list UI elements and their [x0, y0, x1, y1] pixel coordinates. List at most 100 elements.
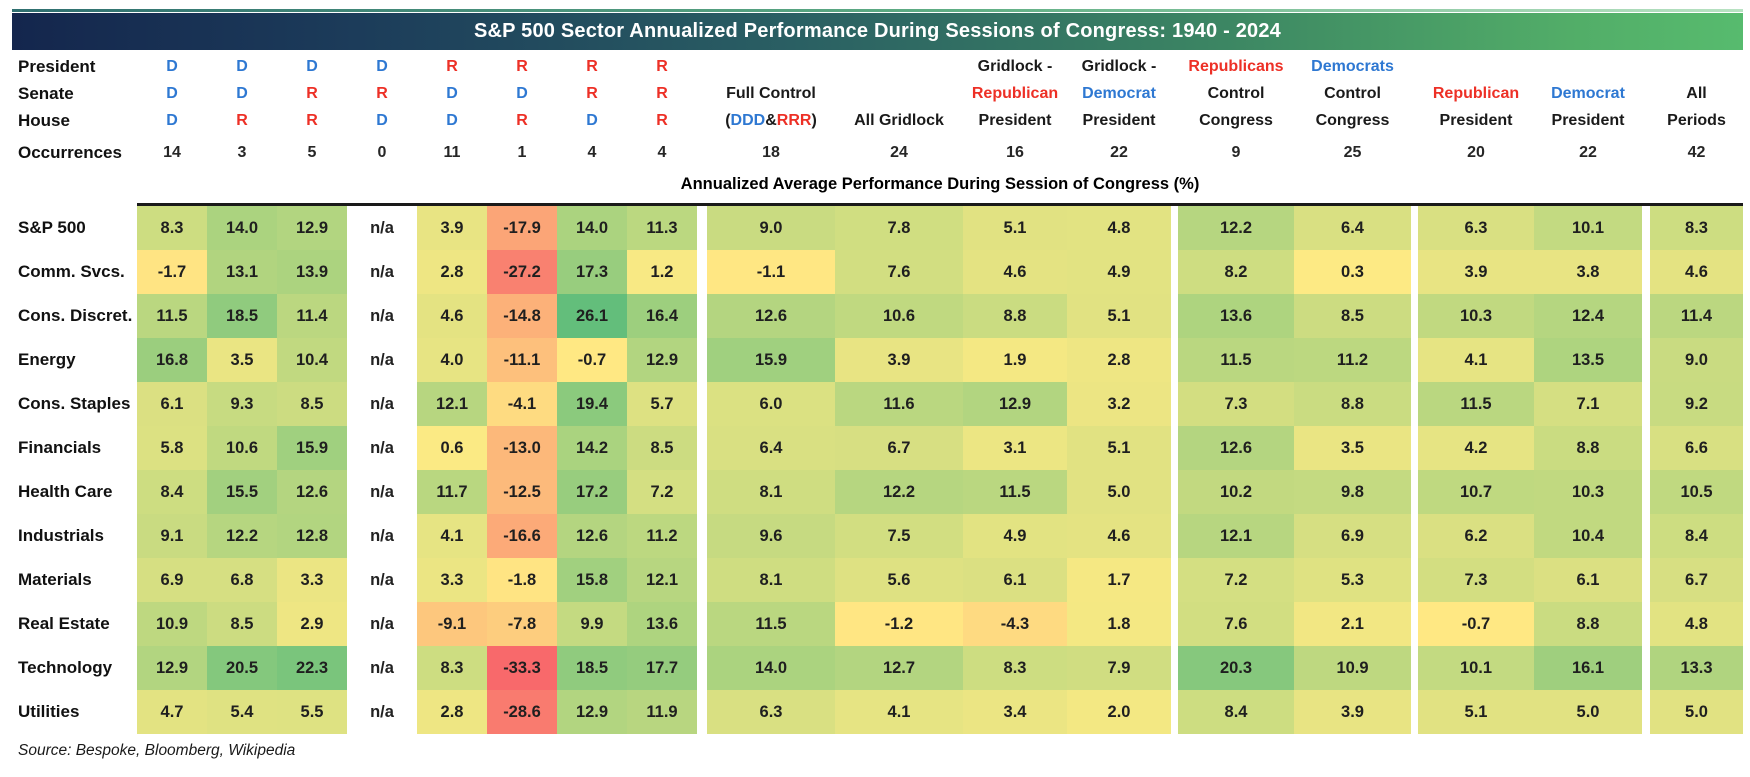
perf-cell-democrats-control-congress: 6.9 — [1294, 514, 1411, 558]
perf-cell-R-D-D: 4.6 — [417, 294, 487, 338]
perf-cell-gridlock-democrat-president: 2.8 — [1067, 338, 1171, 382]
perf-cell-all-periods: 6.6 — [1650, 426, 1743, 470]
table-row: Materials 6.9 6.8 3.3 n/a 3.3 -1.8 15.8 12.1 8.1 5… — [12, 558, 1750, 602]
perf-cell-D-D-R: 15.5 — [207, 470, 277, 514]
perf-cell-all-periods: 8.3 — [1650, 206, 1743, 250]
perf-cell-republican-president: 7.3 — [1418, 558, 1534, 602]
header-text-segment: Democrats — [1311, 57, 1394, 75]
column-gap — [1642, 80, 1650, 107]
header-text-segment: D — [516, 84, 528, 102]
perf-cell-R-R-D: 12.9 — [557, 690, 627, 734]
column-gap — [1411, 250, 1418, 294]
perf-cell-full-control: 6.3 — [707, 690, 835, 734]
header-text-segment: D — [446, 84, 458, 102]
perf-cell-all-periods: 9.0 — [1650, 338, 1743, 382]
table-row: Energy 16.8 3.5 10.4 n/a 4.0 -11.1 -0.7 12.9 15.9… — [12, 338, 1750, 382]
header-text-segment: D — [236, 57, 248, 75]
col-header-house-republican-president: President — [1418, 107, 1534, 134]
perf-cell-gridlock-republican-president: 6.1 — [963, 558, 1067, 602]
perf-cell-R-D-D: 4.1 — [417, 514, 487, 558]
col-header-senate-D-D-R: D — [207, 80, 277, 107]
column-gap — [1411, 426, 1418, 470]
perf-cell-republicans-control-congress: 11.5 — [1178, 338, 1294, 382]
column-gap — [1411, 53, 1418, 80]
perf-cell-D-D-R: 9.3 — [207, 382, 277, 426]
perf-cell-republicans-control-congress: 8.4 — [1178, 690, 1294, 734]
column-gap — [1171, 514, 1178, 558]
perf-cell-D-D-D: 6.1 — [137, 382, 207, 426]
table-row: Cons. Discret. 11.5 18.5 11.4 n/a 4.6 -14.8 26.… — [12, 294, 1750, 338]
header-text-segment: Congress — [1315, 111, 1390, 129]
perf-cell-republican-president: 10.7 — [1418, 470, 1534, 514]
perf-cell-D-D-R: 3.5 — [207, 338, 277, 382]
column-gap — [1171, 250, 1178, 294]
perf-cell-all-periods: 10.5 — [1650, 470, 1743, 514]
perf-cell-full-control: 11.5 — [707, 602, 835, 646]
perf-cell-D-D-R: 14.0 — [207, 206, 277, 250]
perf-cell-R-R-R: 5.7 — [627, 382, 697, 426]
col-header-house-all-periods: Periods — [1650, 107, 1743, 134]
perf-cell-R-R-R: 11.3 — [627, 206, 697, 250]
perf-cell-full-control: 8.1 — [707, 558, 835, 602]
perf-cell-all-periods: 5.0 — [1650, 690, 1743, 734]
perf-cell-R-D-R: -17.9 — [487, 206, 557, 250]
header-text-segment: D — [166, 84, 178, 102]
sector-label: Industrials — [18, 526, 104, 545]
perf-cell-all-periods: 9.2 — [1650, 382, 1743, 426]
header-text-segment: All — [1686, 84, 1707, 102]
header-text-segment: D — [306, 57, 318, 75]
perf-cell-R-D-D: -9.1 — [417, 602, 487, 646]
table-row: Technology 12.9 20.5 22.3 n/a 8.3 -33.3 18.5 17.… — [12, 646, 1750, 690]
header-text-segment: RRR — [776, 111, 812, 129]
col-header-president-R-D-R: R — [487, 53, 557, 80]
perf-cell-R-D-R: -4.1 — [487, 382, 557, 426]
perf-cell-all-periods: 13.3 — [1650, 646, 1743, 690]
perf-cell-all-gridlock: 11.6 — [835, 382, 963, 426]
column-gap — [1642, 470, 1650, 514]
perf-cell-gridlock-republican-president: 1.9 — [963, 338, 1067, 382]
page-title: S&P 500 Sector Annualized Performance Du… — [474, 20, 1281, 42]
occurrence-count-all-periods: 42 — [1687, 144, 1706, 161]
col-header-house-R-R-R: R — [627, 107, 697, 134]
perf-cell-all-gridlock: 5.6 — [835, 558, 963, 602]
column-gap — [1171, 558, 1178, 602]
occurrence-count-R-R-D: 4 — [587, 144, 597, 161]
perf-cell-D-D-R: 10.6 — [207, 426, 277, 470]
sector-label: Energy — [18, 350, 76, 369]
perf-cell-R-D-D: 2.8 — [417, 690, 487, 734]
header-text-segment: Democrat — [1551, 84, 1625, 102]
perf-cell-R-D-D: 4.0 — [417, 338, 487, 382]
occurrence-count-D-D-R: 3 — [237, 144, 247, 161]
title-top-accent — [12, 9, 1743, 12]
perf-cell-all-gridlock: 3.9 — [835, 338, 963, 382]
perf-cell-all-gridlock: 10.6 — [835, 294, 963, 338]
perf-cell-R-R-D: 19.4 — [557, 382, 627, 426]
perf-cell-full-control: 9.6 — [707, 514, 835, 558]
column-gap — [1642, 294, 1650, 338]
perf-cell-full-control: -1.1 — [707, 250, 835, 294]
perf-cell-R-D-D: 0.6 — [417, 426, 487, 470]
column-gap — [697, 53, 707, 80]
col-header-house-D-R-R: R — [277, 107, 347, 134]
perf-cell-republican-president: -0.7 — [1418, 602, 1534, 646]
perf-cell-D-R-D: n/a — [347, 602, 417, 646]
column-gap — [1411, 80, 1418, 107]
col-header-president-D-D-D: D — [137, 53, 207, 80]
column-gap — [697, 250, 707, 294]
column-gap — [1642, 558, 1650, 602]
col-header-house-R-D-R: R — [487, 107, 557, 134]
column-gap — [1642, 139, 1650, 167]
column-gap — [1171, 470, 1178, 514]
column-gap — [1411, 558, 1418, 602]
header-text-segment: President — [1439, 111, 1513, 129]
perf-cell-democrats-control-congress: 0.3 — [1294, 250, 1411, 294]
column-gap — [697, 139, 707, 167]
sector-label: Technology — [18, 658, 113, 677]
column-gap — [1642, 107, 1650, 134]
perf-cell-D-D-R: 8.5 — [207, 602, 277, 646]
perf-cell-republican-president: 6.3 — [1418, 206, 1534, 250]
col-header-senate-R-D-R: D — [487, 80, 557, 107]
perf-cell-R-D-R: -14.8 — [487, 294, 557, 338]
perf-cell-D-D-R: 20.5 — [207, 646, 277, 690]
column-gap — [697, 382, 707, 426]
